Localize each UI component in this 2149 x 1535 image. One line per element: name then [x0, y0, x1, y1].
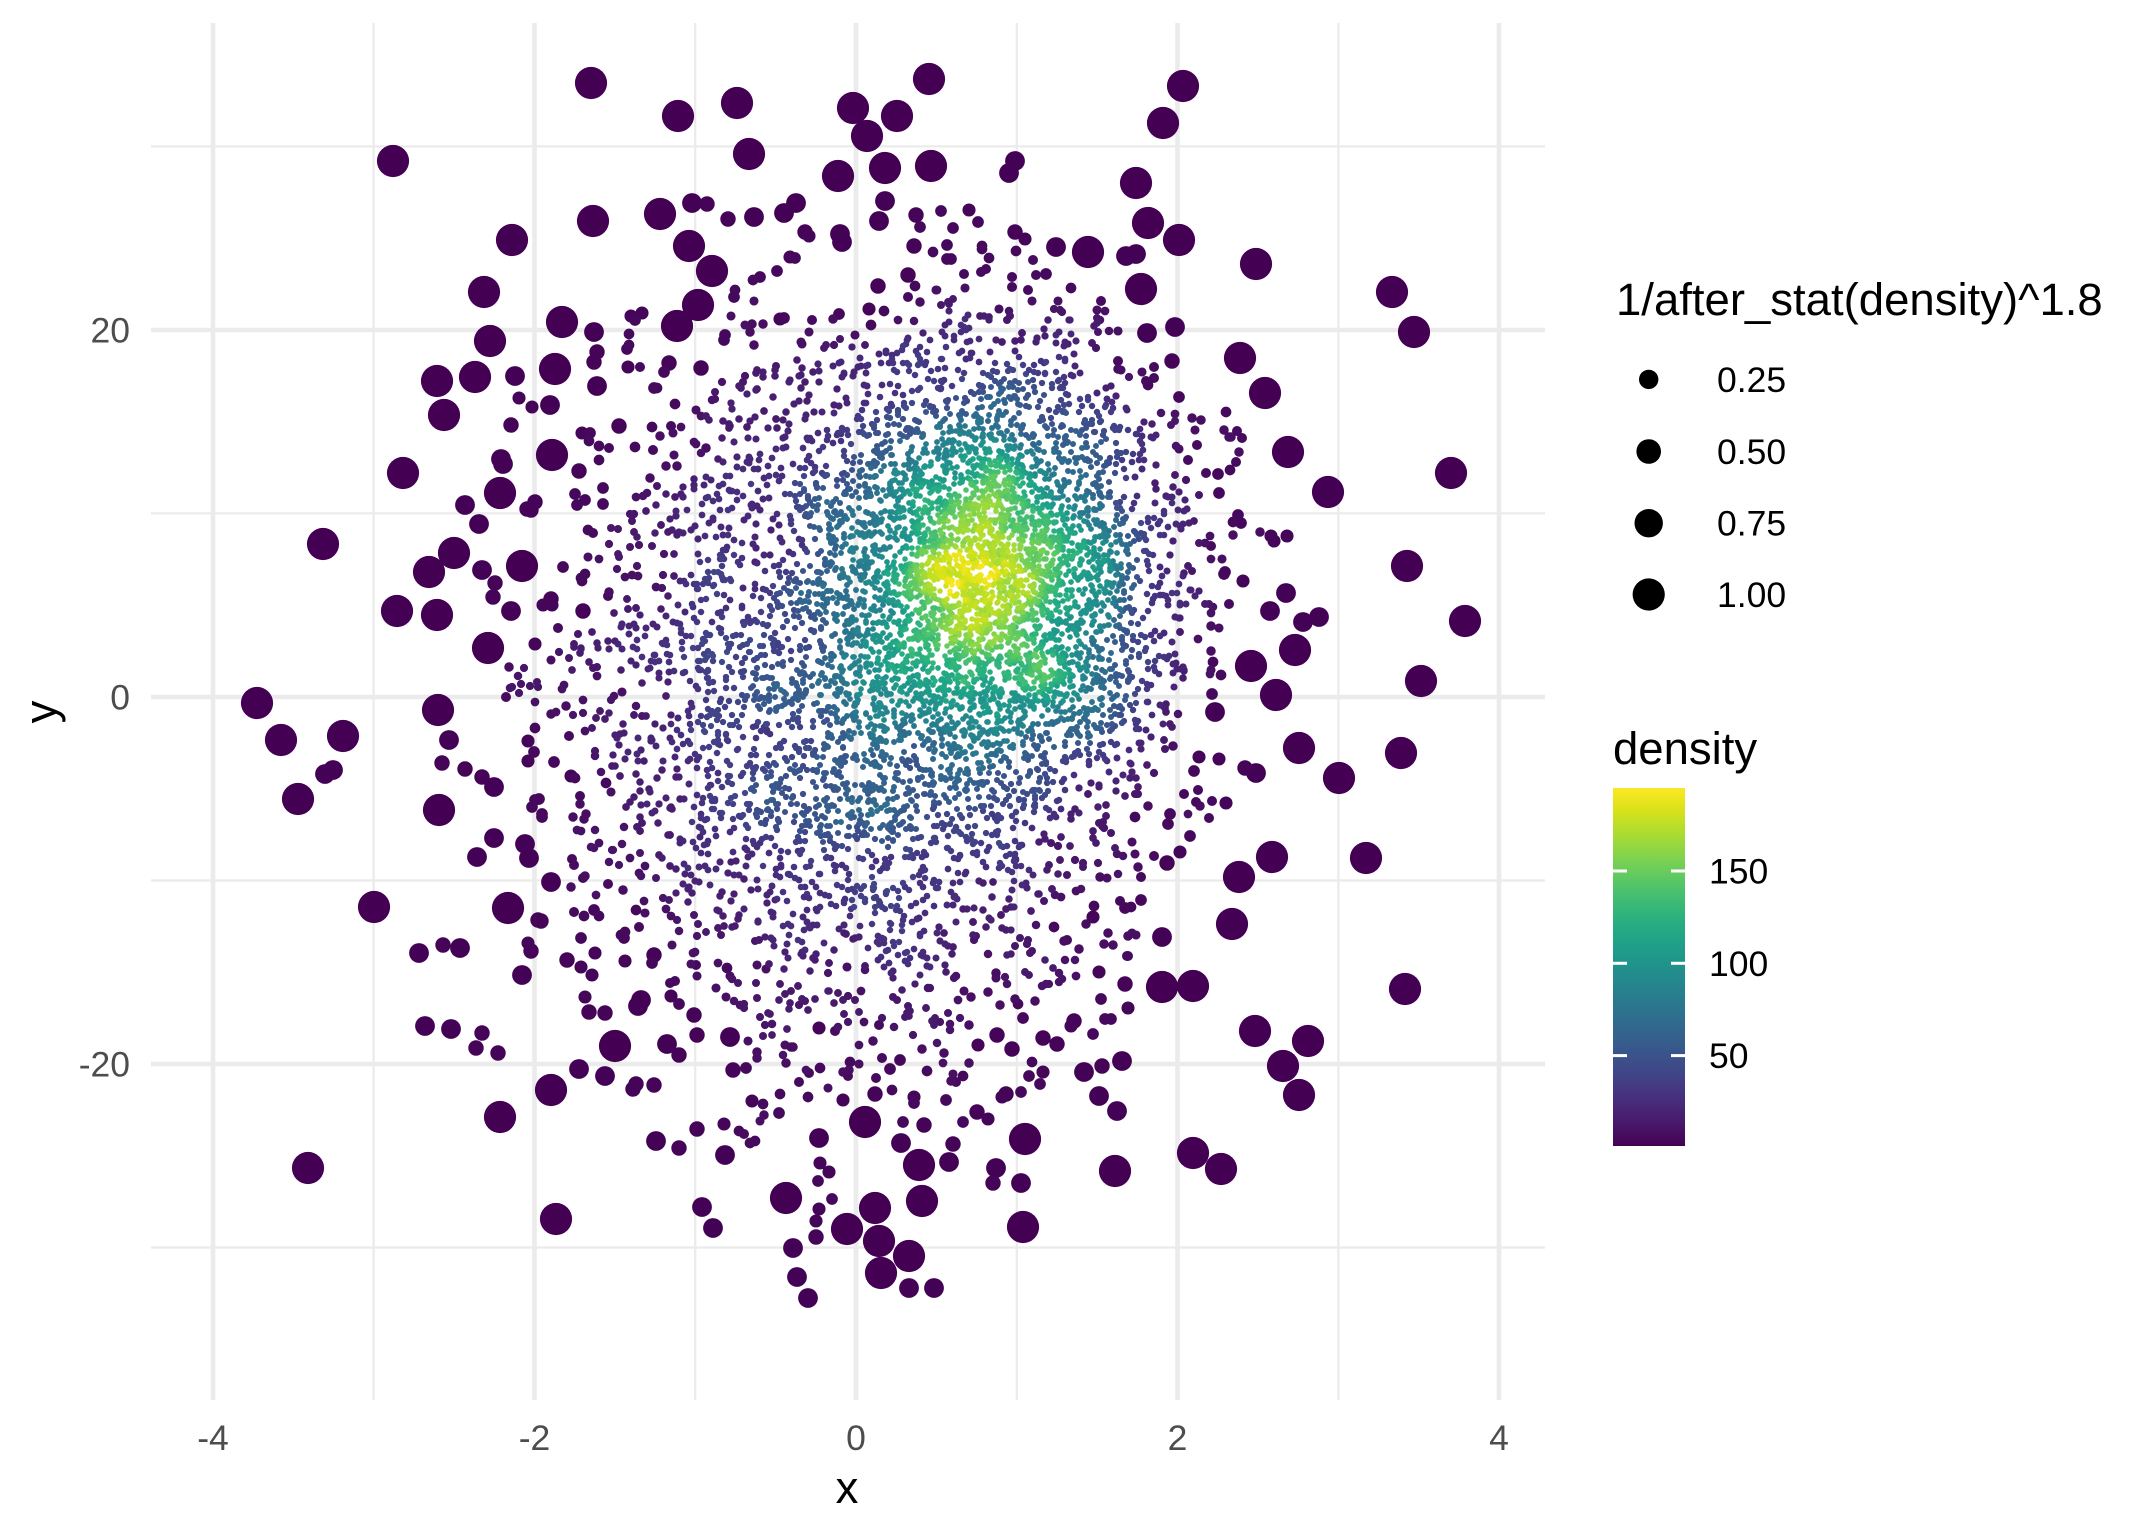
- svg-text:50: 50: [1709, 1036, 1749, 1076]
- svg-text:-4: -4: [197, 1418, 229, 1458]
- svg-text:1/after_stat(density)^1.8: 1/after_stat(density)^1.8: [1616, 274, 2103, 325]
- svg-text:-20: -20: [79, 1045, 130, 1085]
- svg-text:150: 150: [1709, 852, 1768, 892]
- svg-text:4: 4: [1489, 1418, 1509, 1458]
- svg-text:y: y: [15, 700, 66, 723]
- svg-text:density: density: [1613, 723, 1757, 774]
- svg-text:100: 100: [1709, 944, 1768, 984]
- svg-text:0: 0: [110, 678, 130, 718]
- svg-text:0: 0: [846, 1418, 866, 1458]
- svg-text:2: 2: [1168, 1418, 1188, 1458]
- svg-text:x: x: [836, 1462, 859, 1513]
- svg-text:0.75: 0.75: [1717, 504, 1786, 544]
- svg-text:0.25: 0.25: [1717, 360, 1786, 400]
- svg-text:0.50: 0.50: [1717, 432, 1786, 472]
- svg-text:1.00: 1.00: [1717, 575, 1786, 615]
- svg-text:20: 20: [91, 311, 131, 351]
- svg-text:-2: -2: [519, 1418, 551, 1458]
